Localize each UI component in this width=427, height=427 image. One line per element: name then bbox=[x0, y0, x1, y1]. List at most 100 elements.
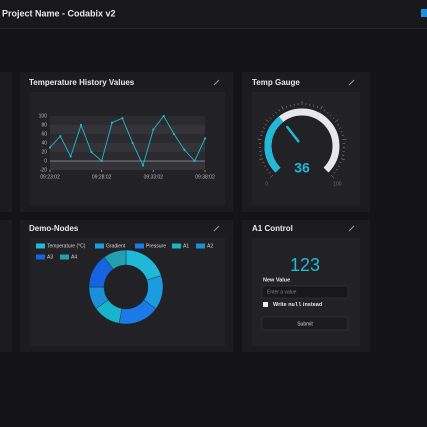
panel bbox=[0, 72, 12, 212]
edit-icon[interactable] bbox=[213, 225, 220, 232]
gauge-scale bbox=[340, 158, 345, 161]
x-tick-label: 09:23:02 bbox=[40, 174, 60, 180]
panel-title: Demo-Nodes bbox=[29, 224, 79, 233]
value-input[interactable] bbox=[261, 285, 349, 299]
header-icon[interactable] bbox=[421, 9, 427, 17]
gauge-scale bbox=[278, 109, 281, 112]
data-point bbox=[193, 159, 196, 163]
pie-slice bbox=[103, 249, 127, 270]
gauge-value: 36 bbox=[294, 160, 310, 176]
gauge-needle bbox=[286, 125, 300, 143]
legend-label: Temperature (°C) bbox=[47, 243, 86, 249]
y-tick-label: 100 bbox=[39, 113, 48, 119]
legend-swatch bbox=[36, 243, 45, 249]
x-tick-label: 09:38:02 bbox=[195, 174, 215, 180]
data-point bbox=[59, 135, 62, 138]
gauge-scale bbox=[281, 105, 284, 110]
legend-label: Gradient bbox=[106, 243, 126, 249]
gauge-scale bbox=[264, 123, 267, 126]
gauge-scale bbox=[266, 168, 269, 171]
header-title: Project Name - Codabix v2 bbox=[2, 8, 116, 18]
checkbox-code: null bbox=[288, 301, 302, 308]
panel-title: A1 Control bbox=[252, 224, 293, 233]
legend-label: A2 bbox=[207, 243, 213, 249]
gauge-scale bbox=[262, 162, 265, 164]
gauge-scale bbox=[269, 117, 272, 120]
y-tick-label: 60 bbox=[41, 131, 47, 137]
submit-button[interactable] bbox=[261, 316, 349, 331]
gauge-scale bbox=[335, 168, 338, 171]
gauge-tick-label: 0 bbox=[265, 182, 268, 188]
gauge-scale bbox=[330, 174, 334, 178]
data-point bbox=[183, 148, 186, 151]
gauge-scale bbox=[264, 165, 267, 167]
y-tick-label: 40 bbox=[41, 140, 47, 146]
gauge-tick-label: 100 bbox=[333, 182, 342, 188]
control-label: New Value bbox=[263, 277, 290, 283]
panel-title: Temp Gauge bbox=[252, 78, 300, 87]
gauge-scale bbox=[265, 119, 269, 123]
gauge-scale bbox=[259, 158, 264, 161]
grid-band bbox=[50, 134, 205, 143]
gauge-scale bbox=[320, 105, 323, 110]
gauge-scale bbox=[337, 123, 340, 126]
checkbox[interactable] bbox=[263, 302, 268, 307]
y-tick-label: 0 bbox=[44, 158, 47, 164]
edit-icons bbox=[213, 79, 355, 232]
gauge-scale bbox=[275, 111, 278, 114]
gauge-scale bbox=[333, 171, 336, 174]
x-tick-label: 09:28:02 bbox=[92, 174, 112, 180]
control-value: 123 bbox=[290, 255, 320, 275]
legend-label: A4 bbox=[71, 254, 77, 260]
gauge-scale bbox=[289, 104, 291, 107]
gauge-scale bbox=[337, 165, 340, 167]
legend-swatch bbox=[60, 254, 69, 260]
grid-band bbox=[50, 143, 205, 152]
gauge-scale bbox=[270, 174, 274, 178]
gauge-scale bbox=[257, 138, 262, 140]
edit-icon[interactable] bbox=[213, 79, 220, 86]
y-tick-label: 80 bbox=[41, 122, 47, 128]
data-point bbox=[121, 117, 124, 120]
edit-icon[interactable] bbox=[348, 225, 355, 232]
legend-swatch bbox=[36, 254, 45, 260]
legend-label: Pressure bbox=[146, 243, 166, 249]
data-point bbox=[172, 132, 176, 136]
data-point bbox=[141, 164, 145, 167]
panel bbox=[0, 220, 12, 352]
y-tick-label: 20 bbox=[41, 149, 47, 155]
data-point bbox=[48, 146, 52, 149]
gauge-scale bbox=[261, 131, 264, 133]
legend-swatch bbox=[95, 243, 104, 249]
edit-icon[interactable] bbox=[348, 79, 355, 86]
gauge-fill bbox=[264, 116, 284, 173]
gauge-scale bbox=[342, 138, 347, 140]
panel-title: Temperature History Values bbox=[29, 78, 135, 87]
grid-band bbox=[50, 152, 205, 161]
submit-label: Submit bbox=[297, 321, 313, 327]
grid-band bbox=[50, 161, 205, 170]
input-placeholder: Enter a value bbox=[267, 289, 297, 295]
data-point bbox=[131, 141, 134, 145]
grid-band bbox=[50, 116, 205, 125]
y-tick-label: -20 bbox=[40, 167, 47, 173]
data-point bbox=[110, 121, 114, 124]
gauge-scale bbox=[316, 105, 319, 108]
checkbox-text: instead bbox=[301, 302, 322, 308]
gauge-scale bbox=[339, 162, 342, 164]
data-point bbox=[100, 159, 103, 163]
gauge-scale bbox=[285, 105, 288, 108]
data-point bbox=[203, 137, 207, 140]
data-point bbox=[152, 128, 155, 131]
gauge-scale bbox=[329, 114, 332, 117]
gauge-scale bbox=[335, 119, 339, 123]
checkbox-label: Write null instead bbox=[273, 301, 322, 308]
legend-label: A1 bbox=[183, 243, 189, 249]
gauge-scale bbox=[313, 104, 315, 107]
gauge-scale bbox=[326, 111, 329, 114]
x-tick-label: 09:33:02 bbox=[144, 174, 164, 180]
legend-swatch bbox=[196, 243, 205, 249]
data-point bbox=[90, 150, 93, 154]
